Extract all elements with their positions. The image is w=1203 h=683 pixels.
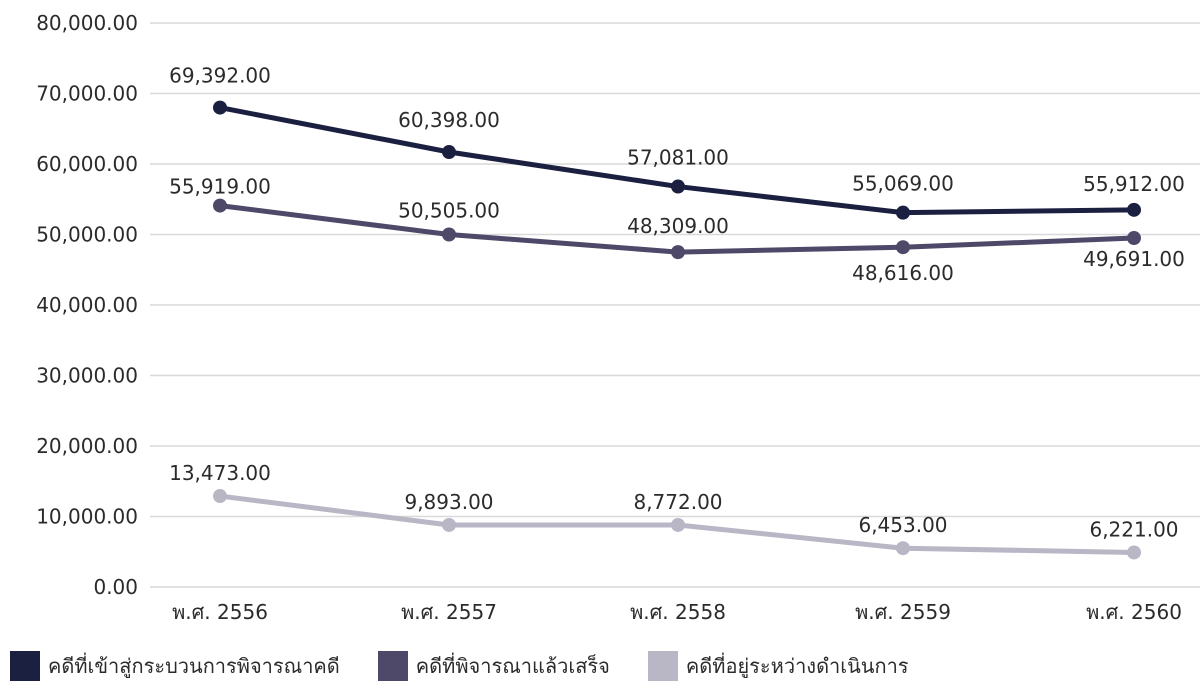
data-label: 60,398.00 [398,108,500,132]
data-labels: 69,392.00 60,398.00 57,081.00 55,069.00 55,9… [169,64,1185,542]
legend-swatch-cases-pending [647,651,678,681]
legend-item-cases-completed[interactable]: คดีที่พิจารณาแล้วเสร็จ [377,650,610,682]
legend-label-cases-pending: คดีที่อยู่ระหว่างดำเนินการ [685,654,909,678]
x-tick-label: พ.ศ. 2558 [630,600,726,624]
data-label: 48,309.00 [627,214,729,238]
x-axis-ticks: พ.ศ. 2556 พ.ศ. 2557 พ.ศ. 2558 พ.ศ. 2559 พ.ศ.… [172,600,1182,624]
data-point[interactable] [1127,231,1141,246]
y-tick-label: 60,000.00 [36,152,138,176]
series-points [213,100,1141,560]
y-axis-ticks: 0.00 10,000.00 20,000.00 30,000.00 40,000.00… [36,11,138,599]
data-point[interactable] [1127,545,1141,560]
legend: คดีที่เข้าสู่กระบวนการพิจารณาคดี คดีที่พ… [10,650,947,682]
data-label: 50,505.00 [398,199,500,223]
y-tick-label: 70,000.00 [36,82,138,106]
data-point[interactable] [671,517,685,532]
data-label: 55,912.00 [1083,172,1185,196]
data-label: 6,453.00 [858,513,947,537]
legend-item-cases-entered[interactable]: คดีที่เข้าสู่กระบวนการพิจารณาคดี [10,650,340,682]
data-point[interactable] [442,227,456,242]
data-point[interactable] [213,100,227,115]
data-point[interactable] [896,541,910,556]
x-tick-label: พ.ศ. 2557 [401,600,497,624]
data-label: 13,473.00 [169,461,271,485]
x-tick-label: พ.ศ. 2559 [855,600,951,624]
data-point[interactable] [896,240,910,255]
data-point[interactable] [442,517,456,532]
legend-swatch-cases-entered [10,651,40,681]
y-tick-label: 0.00 [93,575,138,599]
data-label: 9,893.00 [404,490,493,514]
data-point[interactable] [896,205,910,220]
legend-label-cases-completed: คดีที่พิจารณาแล้วเสร็จ [415,654,610,678]
x-tick-label: พ.ศ. 2560 [1086,600,1182,624]
data-point[interactable] [671,179,685,194]
legend-swatch-cases-completed [377,651,408,681]
y-tick-label: 50,000.00 [36,223,138,247]
data-label: 55,919.00 [169,175,271,199]
y-tick-label: 20,000.00 [36,434,138,458]
data-label: 55,069.00 [852,172,954,196]
data-label: 57,081.00 [627,146,729,170]
legend-item-cases-pending[interactable]: คดีที่อยู่ระหว่างดำเนินการ [647,650,909,682]
y-tick-label: 80,000.00 [36,11,138,35]
data-label: 49,691.00 [1083,247,1185,271]
data-point[interactable] [671,245,685,260]
series-lines [217,105,1137,555]
y-tick-label: 40,000.00 [36,293,138,317]
data-point[interactable] [442,145,456,160]
data-label: 48,616.00 [852,261,954,285]
y-tick-label: 10,000.00 [36,505,138,529]
data-label: 6,221.00 [1089,517,1178,541]
gridlines [150,22,1200,588]
data-point[interactable] [1127,202,1141,217]
y-tick-label: 30,000.00 [36,364,138,388]
data-point[interactable] [213,489,227,504]
data-label: 8,772.00 [633,490,722,514]
legend-label-cases-entered: คดีที่เข้าสู่กระบวนการพิจารณาคดี [48,654,340,678]
data-point[interactable] [213,198,227,213]
x-tick-label: พ.ศ. 2556 [172,600,268,624]
data-label: 69,392.00 [169,64,271,88]
